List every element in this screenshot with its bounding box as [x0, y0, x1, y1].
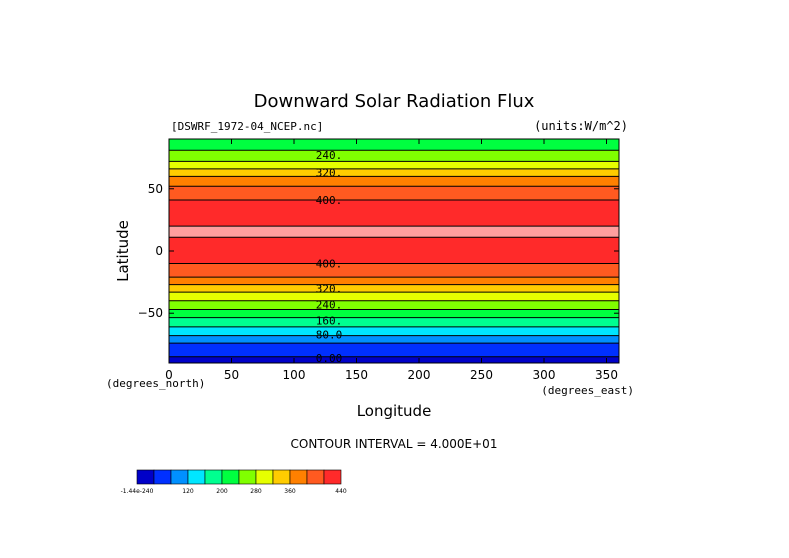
contour-band — [169, 317, 619, 327]
x-tick-label: 350 — [595, 368, 618, 382]
contour-band — [169, 335, 619, 344]
contour-label: 400. — [316, 257, 343, 270]
colorbar-label: 200 — [216, 488, 228, 495]
contour-band — [169, 284, 619, 293]
contour-band — [169, 139, 619, 151]
colorbar-swatch — [187, 469, 206, 485]
contour-label: 240. — [316, 149, 343, 162]
x-axis: 0 50 100 150 200 250 300 350 — [165, 139, 618, 382]
colorbar-swatch — [255, 469, 274, 485]
y-axis: −50 0 50 — [138, 182, 619, 320]
colorbar-swatch — [289, 469, 308, 485]
colorbar-swatch — [306, 469, 325, 485]
colorbar-swatch — [323, 469, 342, 485]
colorbar-swatch — [238, 469, 257, 485]
chart-title: Downward Solar Radiation Flux — [254, 91, 535, 112]
colorbar-label: -1.44e-240 — [121, 488, 154, 495]
contour-band — [169, 326, 619, 336]
contour-band — [169, 176, 619, 187]
y-unit-label: (degrees_north) — [106, 377, 205, 390]
contour-band — [169, 309, 619, 318]
contour-label: 400. — [316, 194, 343, 207]
contour-labels: 240. 320. 400. 400. 320. 240. 160.80.0 0.00 — [316, 149, 343, 365]
y-tick-label: −50 — [138, 306, 163, 320]
x-tick-label: 50 — [224, 368, 239, 382]
contour-band — [169, 161, 619, 169]
colorbar-label: 360 — [284, 488, 296, 495]
contour-label: 160. — [316, 315, 343, 328]
x-tick-label: 250 — [470, 368, 493, 382]
contour-bands — [169, 139, 619, 363]
colorbar-label: 120 — [182, 488, 194, 495]
colorbar-swatch — [272, 469, 291, 485]
contour-lines — [169, 149, 619, 358]
colorbar-label: 280 — [250, 488, 262, 495]
colorbar-swatch — [204, 469, 223, 485]
contour-band — [169, 277, 619, 285]
contour-label: 240. — [316, 299, 343, 312]
x-tick-label: 150 — [345, 368, 368, 382]
contour-band — [169, 300, 619, 310]
colorbar: -1.44e-240 120 200 280 360 440 — [121, 469, 347, 495]
contour-label: 320. — [316, 167, 343, 180]
colorbar-swatch — [221, 469, 240, 485]
units-label: (units:W/m^2) — [534, 119, 628, 133]
x-tick-label: 100 — [283, 368, 306, 382]
contour-band — [169, 186, 619, 200]
x-unit-label: (degrees_east) — [541, 384, 634, 397]
contour-band — [169, 237, 619, 264]
y-tick-label: 0 — [155, 244, 163, 258]
x-tick-label: 0 — [165, 368, 173, 382]
x-tick-label: 300 — [533, 368, 556, 382]
contour-band — [169, 226, 619, 238]
x-tick-label: 200 — [408, 368, 431, 382]
contour-interval-text: CONTOUR INTERVAL = 4.000E+01 — [291, 437, 498, 451]
colorbar-swatch — [153, 469, 172, 485]
colorbar-swatch — [170, 469, 189, 485]
contour-label: 80.0 — [316, 328, 343, 341]
contour-band — [169, 292, 619, 301]
y-axis-label: Latitude — [114, 220, 132, 282]
contour-band — [169, 199, 619, 227]
contour-label: 0.00 — [316, 352, 343, 365]
contour-label: 320. — [316, 282, 343, 295]
contour-band — [169, 263, 619, 278]
y-tick-label: 50 — [148, 182, 163, 196]
colorbar-label: 440 — [335, 488, 347, 495]
contour-band — [169, 168, 619, 177]
x-axis-label: Longitude — [357, 402, 432, 420]
contour-band — [169, 343, 619, 357]
dataset-label: [DSWRF_1972-04_NCEP.nc] — [171, 120, 323, 133]
colorbar-swatch — [136, 469, 155, 485]
contour-band — [169, 150, 619, 162]
contour-band — [169, 356, 619, 363]
